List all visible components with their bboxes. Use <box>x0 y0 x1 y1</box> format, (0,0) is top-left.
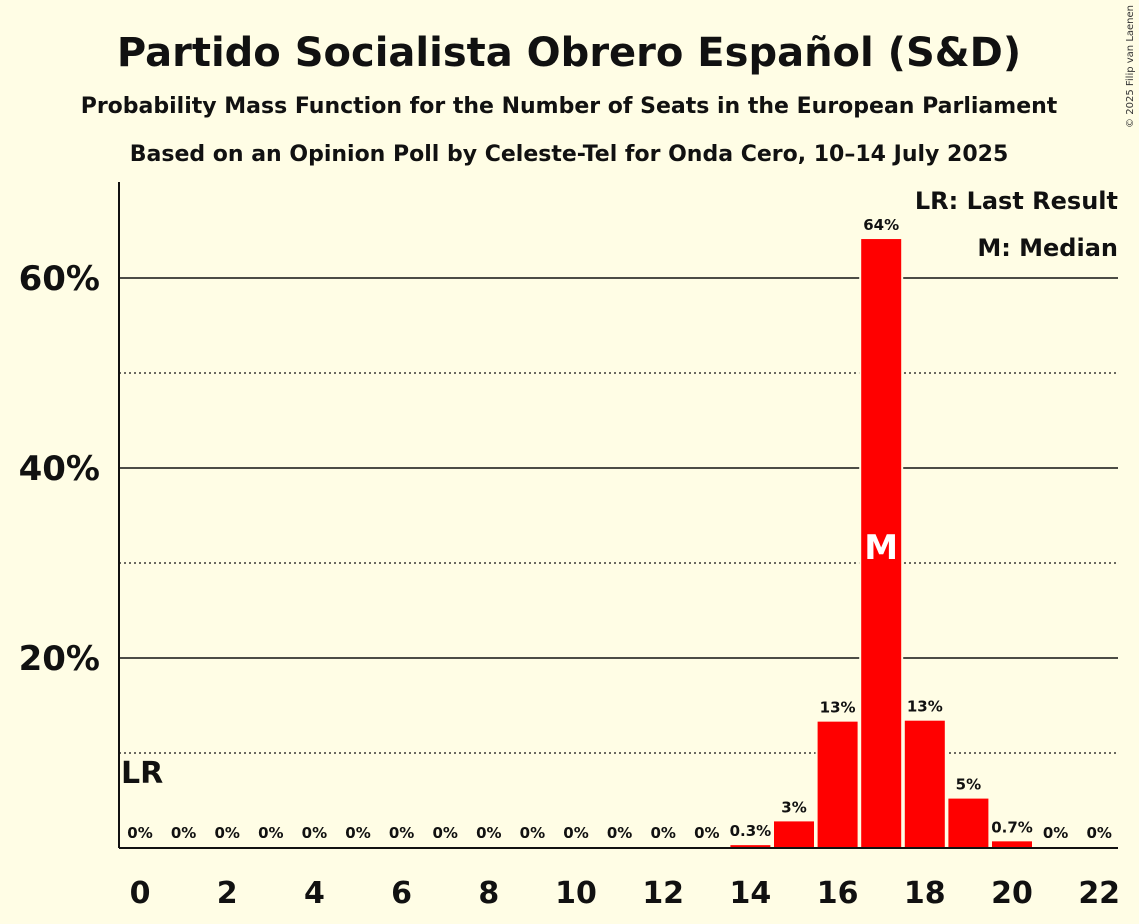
bar-value-label: 0% <box>258 824 283 842</box>
last-result-marker: LR <box>121 756 163 791</box>
x-tick-label: 0 <box>130 876 151 911</box>
median-marker: M <box>864 528 898 568</box>
bar-value-label: 0% <box>520 824 545 842</box>
y-tick-label: 60% <box>19 259 100 299</box>
bar <box>992 841 1032 848</box>
x-tick-label: 20 <box>991 876 1033 911</box>
x-tick-label: 14 <box>730 876 772 911</box>
y-tick-label: 20% <box>19 639 100 679</box>
bar <box>904 720 945 848</box>
bar-value-label: 64% <box>863 216 899 234</box>
copyright-notice: © 2025 Filip van Laenen <box>1125 5 1136 128</box>
bar-value-label: 0% <box>1043 824 1068 842</box>
bar-value-label: 0% <box>563 824 588 842</box>
x-tick-label: 6 <box>391 876 412 911</box>
gridlines <box>119 277 1118 754</box>
bar-value-label: 0.7% <box>991 818 1033 836</box>
x-tick-label: 10 <box>555 876 597 911</box>
bar-value-label: 0% <box>345 824 370 842</box>
axis-ticks: 20% 40% 60% 0 2 4 6 8 10 12 14 16 18 20 22 <box>19 259 1120 911</box>
bar-value-label: 13% <box>820 699 856 717</box>
bar-value-label: 0% <box>171 824 196 842</box>
bar-value-label: 13% <box>907 698 943 716</box>
x-tick-label: 8 <box>478 876 499 911</box>
x-tick-label: 12 <box>642 876 684 911</box>
bar <box>948 798 989 848</box>
bar-value-label: 0% <box>694 824 719 842</box>
bar-value-label: 5% <box>956 776 981 794</box>
bar-value-label: 3% <box>781 798 806 816</box>
chart-title: Partido Socialista Obrero Español (S&D) <box>117 30 1021 76</box>
bar-value-label: 0% <box>650 824 675 842</box>
bar-value-label: 0% <box>607 824 632 842</box>
y-tick-label: 40% <box>19 449 100 489</box>
bar <box>817 721 858 848</box>
bar-value-label: 0% <box>214 824 239 842</box>
x-tick-label: 2 <box>217 876 238 911</box>
bars <box>728 237 1034 849</box>
bar <box>861 239 902 849</box>
bar-labels: 0% 0% 0% 0% 0% 0% 0% 0% 0% 0% 0% 0% 0% 0% 0.3% 3% 13% 64%… <box>121 216 1112 842</box>
bar-value-label: 0% <box>476 824 501 842</box>
x-tick-label: 16 <box>817 876 859 911</box>
bar <box>730 845 771 848</box>
chart-source: Based on an Opinion Poll by Celeste-Tel … <box>130 142 1009 167</box>
x-tick-label: 18 <box>904 876 946 911</box>
legend-last-result: LR: Last Result <box>915 187 1118 215</box>
bar-value-label: 0% <box>302 824 327 842</box>
bar-value-label: 0.3% <box>730 822 772 840</box>
x-tick-label: 4 <box>304 876 325 911</box>
bar-value-label: 0% <box>432 824 457 842</box>
bar-value-label: 0% <box>1086 824 1111 842</box>
bar-value-label: 0% <box>389 824 414 842</box>
bar <box>774 821 814 848</box>
legend: LR: Last Result M: Median <box>915 187 1118 262</box>
bar-value-label: 0% <box>127 824 152 842</box>
legend-median: M: Median <box>977 234 1118 262</box>
x-tick-label: 22 <box>1078 876 1120 911</box>
chart-subtitle: Probability Mass Function for the Number… <box>81 94 1058 119</box>
